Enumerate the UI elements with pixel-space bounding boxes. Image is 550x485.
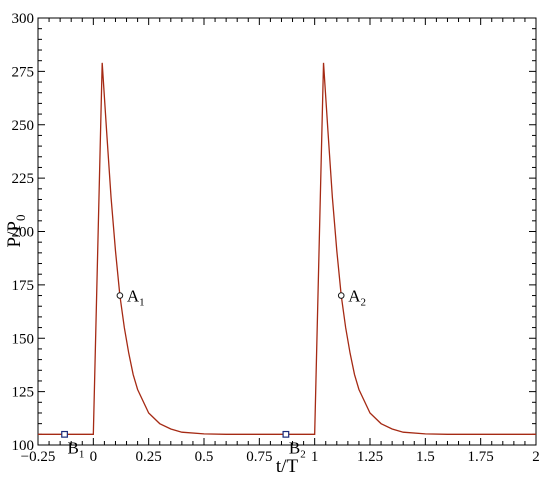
x-tick-label: 2 <box>532 449 540 465</box>
annotation-label: A2 <box>348 287 366 309</box>
y-tick-label: 175 <box>12 278 35 294</box>
y-tick-label: 275 <box>12 64 35 80</box>
annotation-circle-marker <box>116 292 124 299</box>
tick-marks <box>37 17 537 446</box>
y-tick-label: 250 <box>12 118 35 134</box>
y-tick-label: 225 <box>12 171 35 187</box>
y-axis-title-sub: 0 <box>13 215 28 222</box>
annotation-label: B2 <box>289 438 306 460</box>
annotation-label: B1 <box>68 438 85 460</box>
x-tick-labels: −0.25 0 0.25 0.5 0.75 1 1.25 1.5 1.75 2 <box>21 449 540 465</box>
y-tick-label: 150 <box>12 331 35 347</box>
y-axis-title: P/P0 <box>4 215 28 248</box>
y-tick-label: 300 <box>12 11 35 27</box>
annotation-square-marker <box>61 430 68 438</box>
annotation-square-marker <box>282 430 290 438</box>
x-tick-label: 1.25 <box>357 449 383 465</box>
x-tick-label: 1.5 <box>416 449 435 465</box>
x-tick-label: 1 <box>311 449 319 465</box>
annotation-label-sub: 2 <box>300 448 306 460</box>
annotation-label-sub: 1 <box>79 448 85 460</box>
annotation-circle-marker <box>337 292 345 299</box>
x-tick-label: 0.75 <box>246 449 272 465</box>
x-tick-label: 0.25 <box>136 449 162 465</box>
pressure-series-line <box>38 62 536 435</box>
y-tick-label: 200 <box>12 225 35 241</box>
x-axis-title: t/T <box>276 456 299 477</box>
x-tick-label: −0.25 <box>21 449 56 465</box>
annotation-label-main: A <box>348 287 361 306</box>
annotation-label-main: B <box>289 438 300 457</box>
y-tick-label: 100 <box>12 438 35 454</box>
y-tick-label: 125 <box>12 385 35 401</box>
x-tick-label: 0.5 <box>195 449 214 465</box>
annotation-label-main: A <box>127 287 140 306</box>
annotation-label-sub: 2 <box>361 297 367 309</box>
annotation-label-main: B <box>68 438 79 457</box>
x-tick-label: 1.75 <box>468 449 494 465</box>
plot-frame <box>37 17 537 446</box>
y-axis-title-main: P/P <box>4 221 25 247</box>
annotation-label-sub: 1 <box>139 297 145 309</box>
y-tick-labels: 100 125 150 175 200 225 250 275 300 <box>12 11 35 454</box>
annotation-label: A1 <box>127 287 145 309</box>
x-tick-label: 0 <box>90 449 98 465</box>
